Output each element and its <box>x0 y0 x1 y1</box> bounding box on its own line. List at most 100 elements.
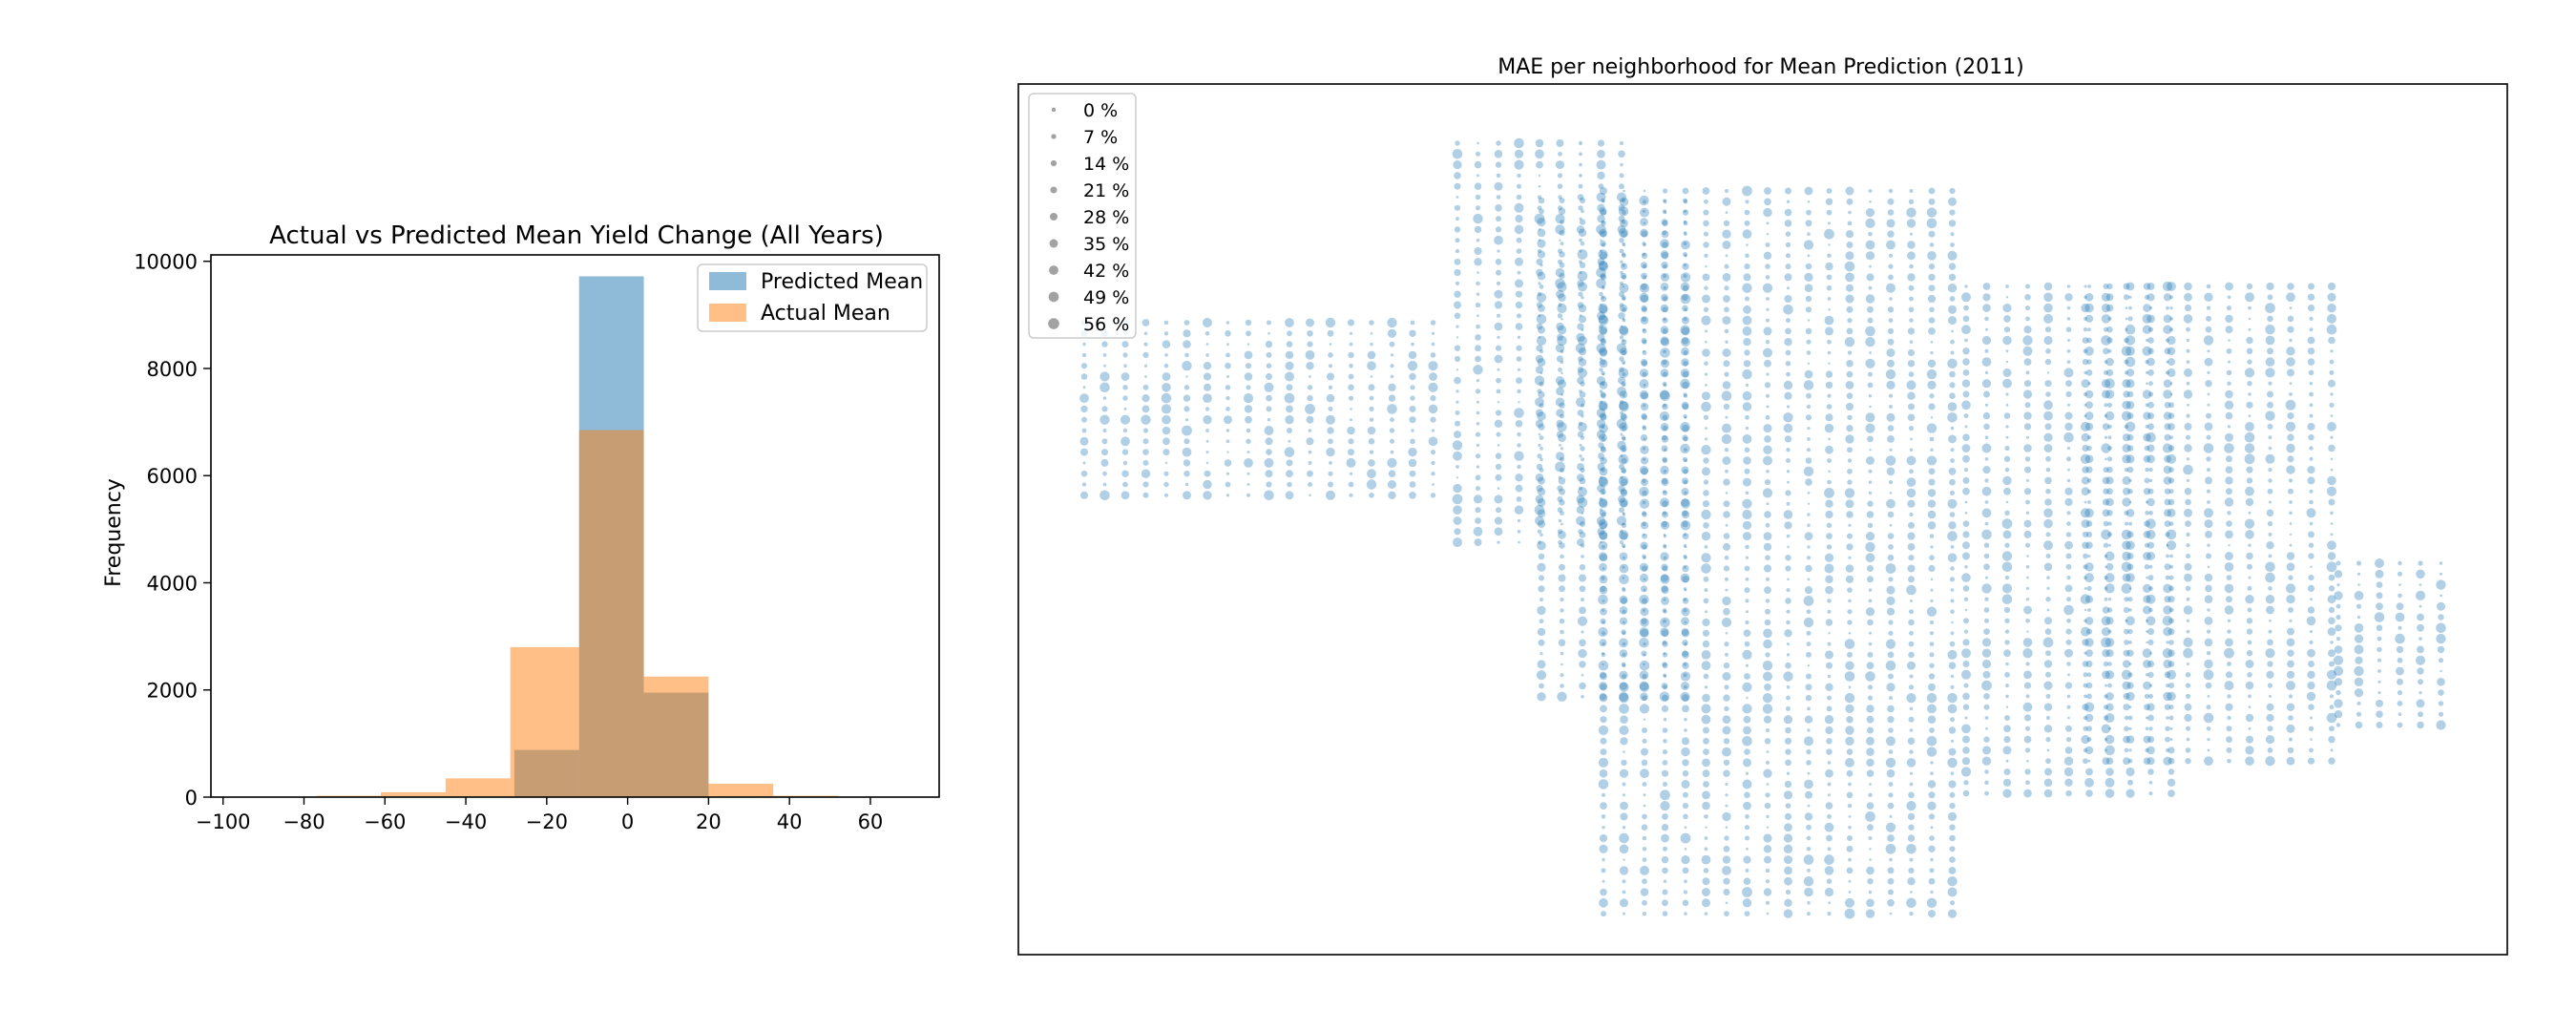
map-point <box>2334 645 2343 654</box>
map-point <box>1981 529 1992 540</box>
map-point <box>1622 469 1626 474</box>
map-point <box>1661 585 1668 593</box>
map-point <box>2024 747 2031 753</box>
map-point <box>1682 803 1689 810</box>
map-point <box>1369 395 1374 401</box>
map-point <box>2206 284 2211 289</box>
map-point <box>1930 448 1934 452</box>
map-point <box>2104 403 2108 408</box>
map-point <box>1494 419 1503 428</box>
map-point <box>1619 283 1629 293</box>
map-point <box>1661 683 1668 689</box>
map-point <box>2128 500 2132 504</box>
map-point <box>1825 413 1833 422</box>
map-point <box>1680 378 1690 389</box>
map-point <box>1619 367 1624 373</box>
map-point <box>1643 404 1645 408</box>
map-point <box>1783 380 1793 390</box>
map-point <box>1599 475 1603 479</box>
map-point <box>2143 757 2151 765</box>
map-point <box>2169 317 2173 321</box>
map-point <box>1456 476 1459 479</box>
map-point <box>1598 530 1608 540</box>
map-point <box>2083 348 2088 354</box>
map-point <box>1600 413 1607 421</box>
map-point <box>2267 747 2273 753</box>
map-point <box>1784 898 1792 907</box>
map-point <box>1408 458 1417 468</box>
map-point <box>1784 435 1792 443</box>
map-point <box>2354 644 2364 655</box>
map-point <box>1806 673 1812 680</box>
map-point <box>1866 866 1874 875</box>
map-point <box>1350 418 1352 422</box>
map-point <box>1366 479 1377 490</box>
map-point <box>1515 301 1523 309</box>
map-point <box>2101 292 2111 302</box>
map-point <box>2288 575 2293 580</box>
map-point <box>2416 699 2425 708</box>
map-point <box>1560 220 1564 224</box>
map-point <box>2105 304 2114 312</box>
map-point <box>2124 468 2129 473</box>
map-point <box>2147 391 2154 397</box>
map-point <box>1785 263 1791 270</box>
map-point <box>1824 866 1834 875</box>
map-point <box>2023 519 2032 528</box>
map-point <box>1743 456 1751 465</box>
map-point <box>1640 228 1648 238</box>
map-point <box>1244 350 1253 360</box>
map-point <box>1326 447 1335 457</box>
map-point <box>2148 726 2153 731</box>
map-point <box>1827 458 1832 463</box>
map-point <box>1684 826 1687 829</box>
map-point <box>1683 274 1687 279</box>
map-point <box>2085 660 2093 668</box>
map-point <box>2287 368 2294 377</box>
map-point <box>1602 642 1605 646</box>
map-point <box>1642 263 1647 269</box>
map-point <box>1825 499 1833 508</box>
map-point <box>1639 670 1649 680</box>
map-point <box>1663 534 1666 537</box>
map-point <box>1598 452 1604 460</box>
map-point <box>1846 543 1853 551</box>
map-point <box>2145 673 2149 677</box>
map-point <box>2169 392 2173 396</box>
map-point <box>1908 555 1915 561</box>
map-point <box>1804 369 1813 379</box>
map-point <box>2066 511 2071 516</box>
map-point <box>2226 347 2232 354</box>
map-point <box>1701 401 1711 412</box>
map-point <box>2186 619 2190 622</box>
map-point <box>1845 758 1854 768</box>
map-point <box>2025 619 2030 623</box>
map-point <box>1930 416 1934 419</box>
map-point <box>1100 382 1110 393</box>
map-point <box>2164 704 2171 710</box>
map-point <box>1746 696 1749 700</box>
map-point <box>1949 296 1956 302</box>
map-point <box>1962 661 1970 667</box>
map-point <box>1539 468 1544 473</box>
map-point <box>1600 273 1606 280</box>
map-point <box>1803 240 1814 250</box>
map-point <box>1962 347 1970 355</box>
map-point <box>1910 232 1913 236</box>
map-point <box>2128 587 2132 590</box>
map-point <box>1804 715 1813 724</box>
map-point <box>1927 489 1937 497</box>
map-point <box>1163 320 1169 326</box>
map-point <box>1557 691 1567 702</box>
map-point <box>1962 358 1970 366</box>
map-point <box>1721 390 1732 402</box>
map-point <box>1662 640 1667 645</box>
map-point <box>2146 529 2156 539</box>
map-point <box>1474 258 1482 266</box>
map-point <box>1431 472 1435 476</box>
map-point <box>1599 389 1603 393</box>
map-point <box>1619 649 1628 658</box>
map-point <box>2147 326 2154 332</box>
map-point <box>1929 835 1935 841</box>
map-point <box>2224 681 2234 691</box>
